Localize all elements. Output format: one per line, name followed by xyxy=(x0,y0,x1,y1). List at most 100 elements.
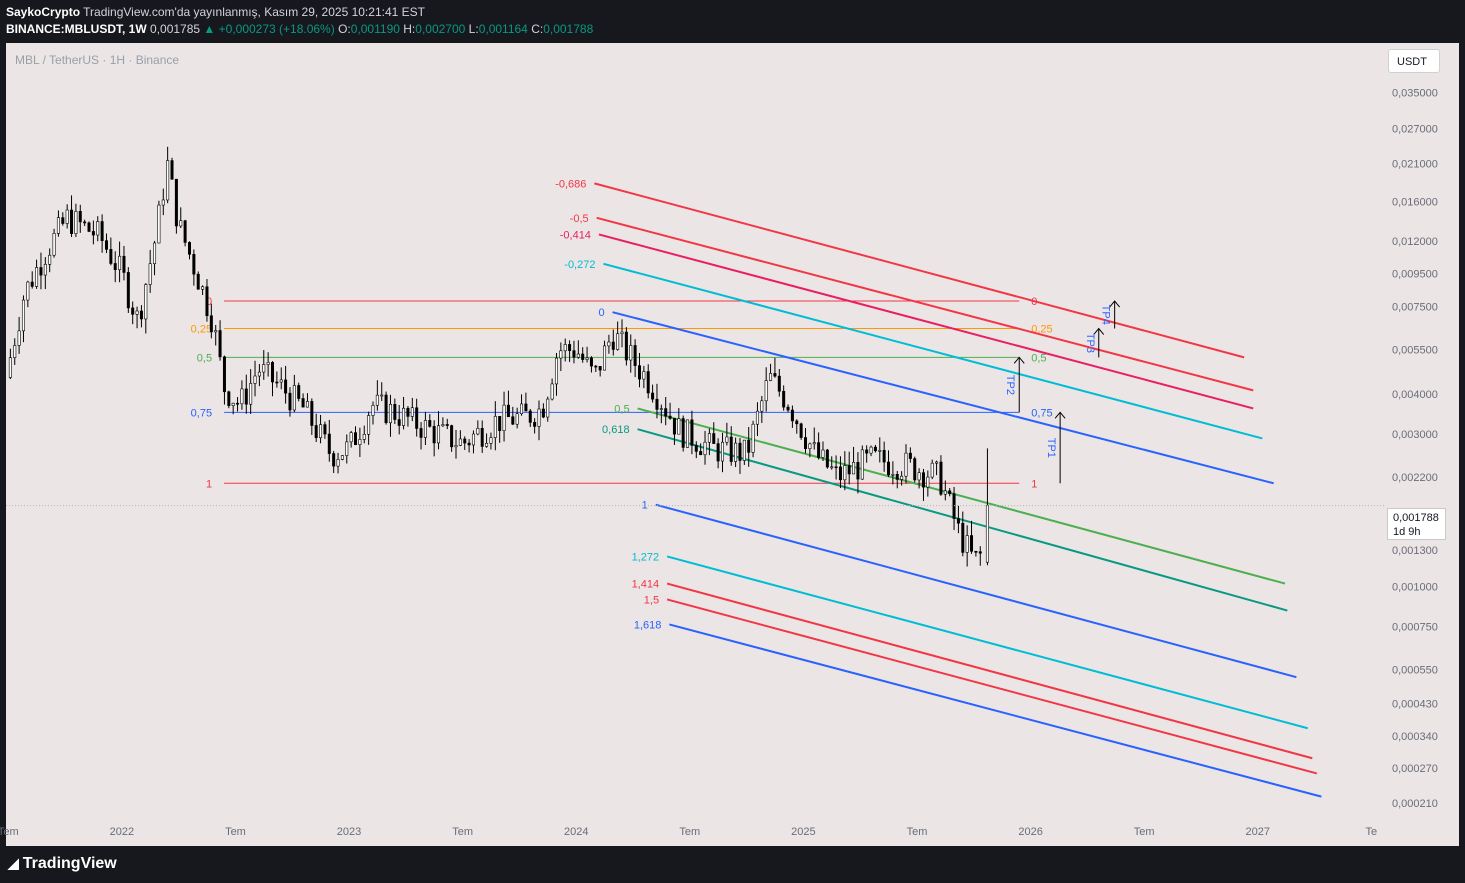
fib-channel-line[interactable] xyxy=(603,262,1263,440)
candle-body xyxy=(904,452,908,477)
time-axis[interactable]: Tem 2022 Tem 2023 Tem 2024 Tem 2025 Tem 2026 Tem 20… xyxy=(0,826,1377,838)
fib-channel-line[interactable] xyxy=(612,311,1274,485)
symbol-title: MBL / TetherUS · 1H · Binance xyxy=(15,53,180,67)
price-tick-label: 0,009500 xyxy=(1392,269,1438,281)
time-tick-label: 2027 xyxy=(1246,826,1270,838)
time-tick-label: 2025 xyxy=(791,826,815,838)
target-label: TP4 xyxy=(1100,305,1112,325)
candle-body xyxy=(371,404,375,416)
tradingview-mark-icon: ◢ xyxy=(8,855,19,871)
fib-level-label-left: 0,75 xyxy=(191,407,212,419)
candle-body xyxy=(546,398,550,418)
candle-body xyxy=(262,364,266,373)
candle-body xyxy=(847,465,851,475)
fib-channel-line[interactable] xyxy=(666,582,1313,760)
price-tick-label: 0,027000 xyxy=(1392,124,1438,136)
time-tick-label: Tem xyxy=(679,826,700,838)
candle-body xyxy=(651,392,655,400)
candle-body xyxy=(205,286,209,317)
fib-channel-line[interactable] xyxy=(666,598,1318,775)
candle-body xyxy=(589,357,593,367)
fib-level-label-left: 0 xyxy=(206,296,212,308)
target-arrows[interactable]: TP1 TP2 TP3 TP4 xyxy=(1004,300,1121,484)
candle-body xyxy=(878,449,882,452)
fib-channel-line[interactable] xyxy=(655,503,1297,679)
price-tick-label: 0,000550 xyxy=(1392,664,1438,676)
fib-channel-line[interactable] xyxy=(666,555,1309,730)
candle-body xyxy=(948,490,952,494)
candle-body xyxy=(921,472,925,488)
fib-channel-line[interactable] xyxy=(594,182,1245,359)
price-tick-label: 0,005500 xyxy=(1392,345,1438,357)
fib-channel-line[interactable] xyxy=(596,216,1254,392)
candle-body xyxy=(559,350,563,359)
fib-level-label-left: 0,5 xyxy=(197,352,212,364)
time-tick-label: Tem xyxy=(0,826,19,838)
candle-body xyxy=(637,365,641,380)
target-arrowhead xyxy=(1109,300,1121,308)
candle-body xyxy=(611,341,615,350)
candle-body xyxy=(900,475,904,480)
candle-body xyxy=(603,345,607,371)
fib-channel-line[interactable] xyxy=(598,233,1254,410)
candle-body xyxy=(354,432,358,445)
candle-body xyxy=(568,344,572,351)
candle-body xyxy=(336,459,340,467)
candle-body xyxy=(511,416,515,425)
candle-body xyxy=(65,209,69,224)
price-axis[interactable]: 0,0450000,0350000,0270000,0210000,016000… xyxy=(1392,53,1438,810)
low-value: 0,001164 xyxy=(478,22,528,36)
high-value: 0,002700 xyxy=(415,22,466,36)
price-tick-label: 0,007500 xyxy=(1392,301,1438,313)
fib-level-label-right: 0,75 xyxy=(1031,407,1052,419)
candle-body xyxy=(450,425,454,448)
author-name[interactable]: SaykoCrypto xyxy=(6,5,81,19)
tradingview-logo[interactable]: ◢ TradingView xyxy=(8,855,117,873)
fib-channel-label: 1,272 xyxy=(632,551,660,563)
candle-body xyxy=(297,385,301,399)
candle-body xyxy=(432,426,436,444)
fib-channel-line[interactable] xyxy=(669,623,1322,798)
candle-body xyxy=(21,299,25,332)
currency-unit-button[interactable]: USDT xyxy=(1388,49,1440,73)
candle-body xyxy=(895,473,899,480)
fib-channel-label: 1,618 xyxy=(634,619,662,631)
candle-body xyxy=(380,394,384,397)
candle-body xyxy=(725,436,729,443)
candle-body xyxy=(179,220,183,227)
candle-body xyxy=(607,341,611,347)
candle-body xyxy=(214,330,218,333)
candle-body xyxy=(358,439,362,445)
symbol-interval[interactable]: BINANCE:MBLUSDT, 1W xyxy=(6,22,147,36)
candle-body xyxy=(808,443,812,449)
candle-body xyxy=(222,356,226,393)
candle-body xyxy=(415,407,419,429)
candle-body xyxy=(100,221,104,241)
candle-body xyxy=(266,362,270,365)
candle-body xyxy=(935,461,939,464)
candle-body xyxy=(970,535,974,552)
candle-body xyxy=(930,462,934,478)
candle-body xyxy=(646,371,650,394)
time-tick-label: Tem xyxy=(907,826,928,838)
candle-body xyxy=(388,403,392,424)
fib-level-label-left: 1 xyxy=(206,478,212,490)
price-change: ▲ +0,000273 (+18.06%) xyxy=(203,22,335,36)
candle-body xyxy=(860,449,864,480)
candle-body xyxy=(78,211,82,223)
time-tick-label: Tem xyxy=(452,826,473,838)
fib-channel-line[interactable] xyxy=(637,407,1286,585)
candle-body xyxy=(187,242,191,255)
candle-body xyxy=(174,178,178,227)
candle-body xyxy=(240,388,244,405)
time-tick-label: 2026 xyxy=(1018,826,1042,838)
candle-body xyxy=(869,446,873,454)
fib-channel[interactable]: -0,686 -0,5 -0,414 -0,272 0 0,5 0,618 1 1,272 1,4… xyxy=(555,178,1322,798)
candle-body xyxy=(633,345,637,366)
fib-channel-label: 0 xyxy=(598,307,604,319)
candle-body xyxy=(458,438,462,446)
candle-body xyxy=(314,425,318,439)
candle-body xyxy=(852,462,856,475)
